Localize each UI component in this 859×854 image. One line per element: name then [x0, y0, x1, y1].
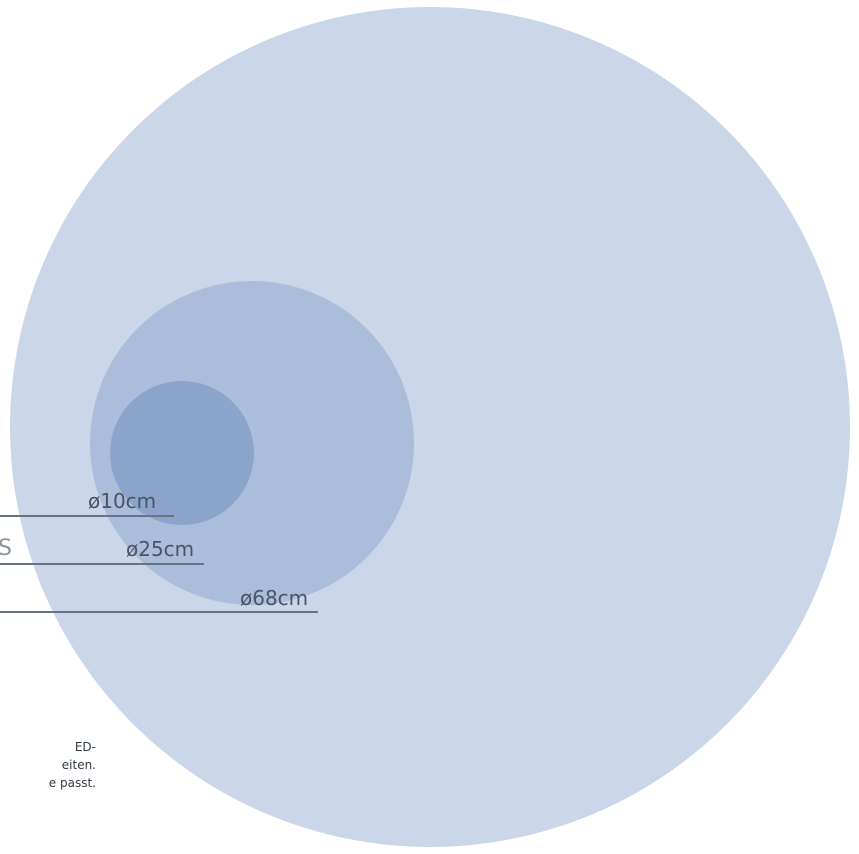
note-line-2: eiten.: [61, 758, 96, 772]
side-letter-label: S: [0, 536, 12, 561]
note-line-1: ED-: [74, 740, 96, 754]
diameter-label-medium: ø25cm: [126, 537, 195, 561]
large-circle: [10, 7, 850, 847]
small-circle: [110, 381, 254, 525]
description-note: ED- eiten. e passt.: [0, 738, 96, 792]
diameter-label-small: ø10cm: [88, 489, 157, 513]
diameter-label-large: ø68cm: [240, 586, 309, 610]
note-line-3: e passt.: [48, 776, 96, 790]
